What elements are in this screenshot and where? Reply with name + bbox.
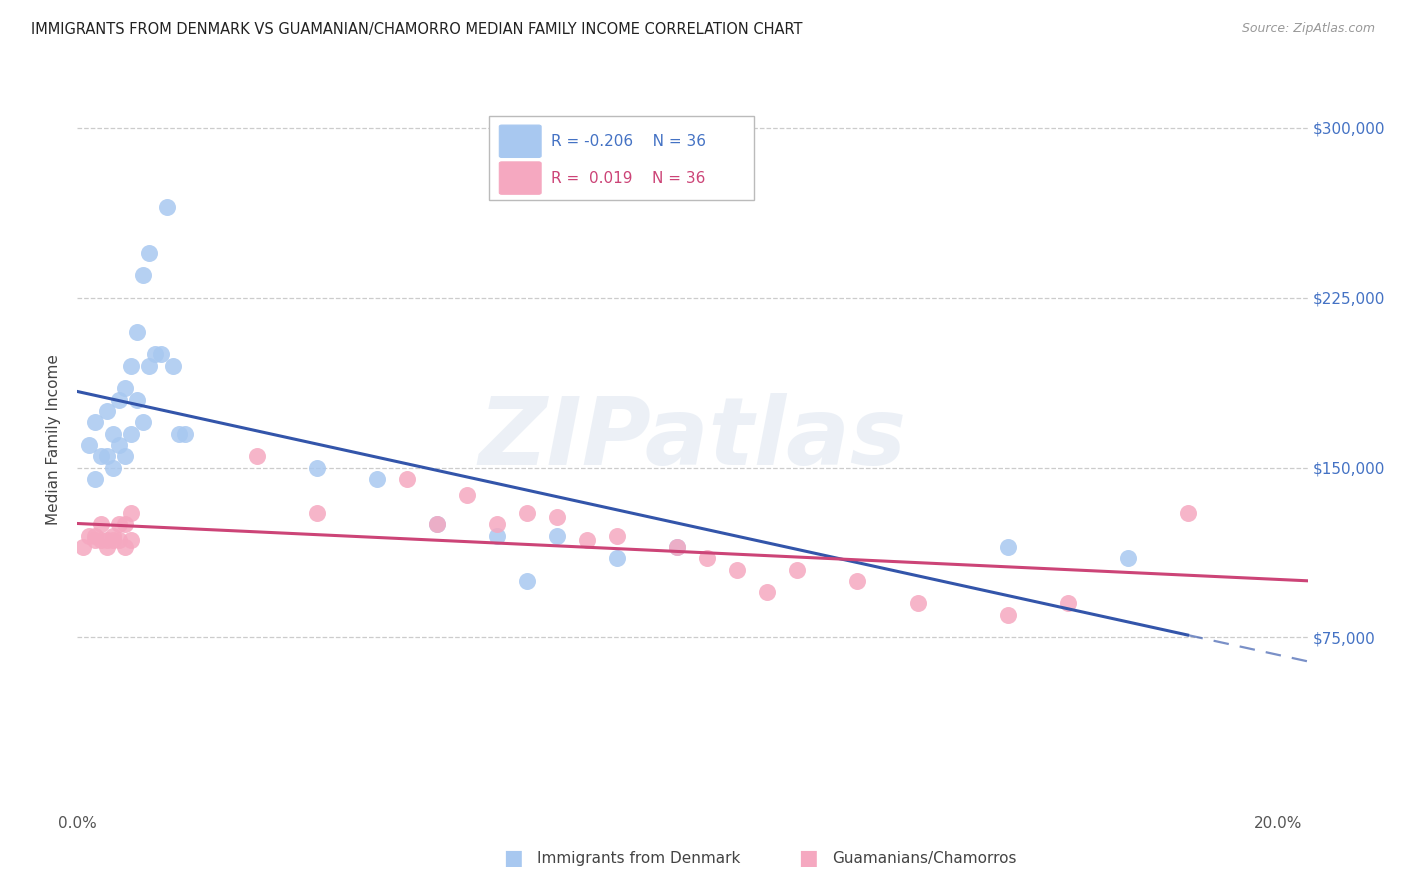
Point	[997, 540, 1019, 554]
Point	[1056, 597, 1078, 611]
Point	[84, 472, 107, 486]
Text: Immigrants from Denmark: Immigrants from Denmark	[537, 851, 741, 865]
Point	[96, 533, 118, 547]
FancyBboxPatch shape	[489, 116, 754, 200]
Point	[576, 533, 599, 547]
Point	[456, 488, 478, 502]
Point	[120, 359, 142, 373]
Point	[96, 404, 118, 418]
Point	[84, 533, 107, 547]
Point	[666, 540, 689, 554]
Point	[246, 450, 269, 464]
Point	[174, 426, 197, 441]
Point	[169, 426, 191, 441]
Point	[103, 460, 125, 475]
Point	[516, 506, 538, 520]
Text: R = -0.206    N = 36: R = -0.206 N = 36	[551, 134, 706, 149]
Point	[138, 359, 160, 373]
Point	[846, 574, 869, 588]
Point	[103, 533, 125, 547]
Point	[79, 438, 101, 452]
Point	[156, 200, 179, 214]
Point	[1116, 551, 1139, 566]
Point	[162, 359, 184, 373]
Point	[546, 528, 568, 542]
Point	[696, 551, 718, 566]
Point	[907, 597, 929, 611]
Point	[90, 450, 112, 464]
Point	[120, 533, 142, 547]
Text: Guamanians/Chamorros: Guamanians/Chamorros	[832, 851, 1017, 865]
Point	[486, 528, 509, 542]
Y-axis label: Median Family Income: Median Family Income	[45, 354, 60, 524]
Point	[426, 517, 449, 532]
Point	[396, 472, 419, 486]
Point	[150, 347, 173, 361]
Point	[72, 540, 94, 554]
Point	[786, 562, 808, 576]
Point	[84, 415, 107, 429]
Point	[606, 528, 628, 542]
Text: IMMIGRANTS FROM DENMARK VS GUAMANIAN/CHAMORRO MEDIAN FAMILY INCOME CORRELATION C: IMMIGRANTS FROM DENMARK VS GUAMANIAN/CHA…	[31, 22, 803, 37]
Point	[108, 517, 131, 532]
Point	[127, 392, 149, 407]
Point	[90, 517, 112, 532]
Point	[103, 528, 125, 542]
Point	[1177, 506, 1199, 520]
Point	[108, 392, 131, 407]
Point	[114, 450, 136, 464]
Point	[103, 426, 125, 441]
Text: ZIPatlas: ZIPatlas	[478, 393, 907, 485]
Point	[606, 551, 628, 566]
Point	[666, 540, 689, 554]
Point	[366, 472, 388, 486]
Point	[307, 506, 329, 520]
Point	[79, 528, 101, 542]
Text: Source: ZipAtlas.com: Source: ZipAtlas.com	[1241, 22, 1375, 36]
Text: ■: ■	[799, 848, 818, 868]
Point	[108, 438, 131, 452]
Point	[90, 533, 112, 547]
Point	[120, 426, 142, 441]
Point	[84, 528, 107, 542]
Point	[132, 415, 155, 429]
Point	[114, 540, 136, 554]
Point	[426, 517, 449, 532]
Text: ■: ■	[503, 848, 523, 868]
FancyBboxPatch shape	[499, 125, 541, 158]
Point	[546, 510, 568, 524]
Point	[756, 585, 779, 599]
Point	[108, 533, 131, 547]
Point	[96, 540, 118, 554]
Point	[997, 607, 1019, 622]
Text: R =  0.019    N = 36: R = 0.019 N = 36	[551, 170, 706, 186]
Point	[114, 381, 136, 395]
Point	[132, 268, 155, 282]
Point	[96, 450, 118, 464]
Point	[486, 517, 509, 532]
Point	[727, 562, 749, 576]
Point	[127, 325, 149, 339]
Point	[143, 347, 166, 361]
Point	[307, 460, 329, 475]
Point	[120, 506, 142, 520]
Point	[138, 245, 160, 260]
Point	[114, 517, 136, 532]
Point	[516, 574, 538, 588]
FancyBboxPatch shape	[499, 161, 541, 194]
